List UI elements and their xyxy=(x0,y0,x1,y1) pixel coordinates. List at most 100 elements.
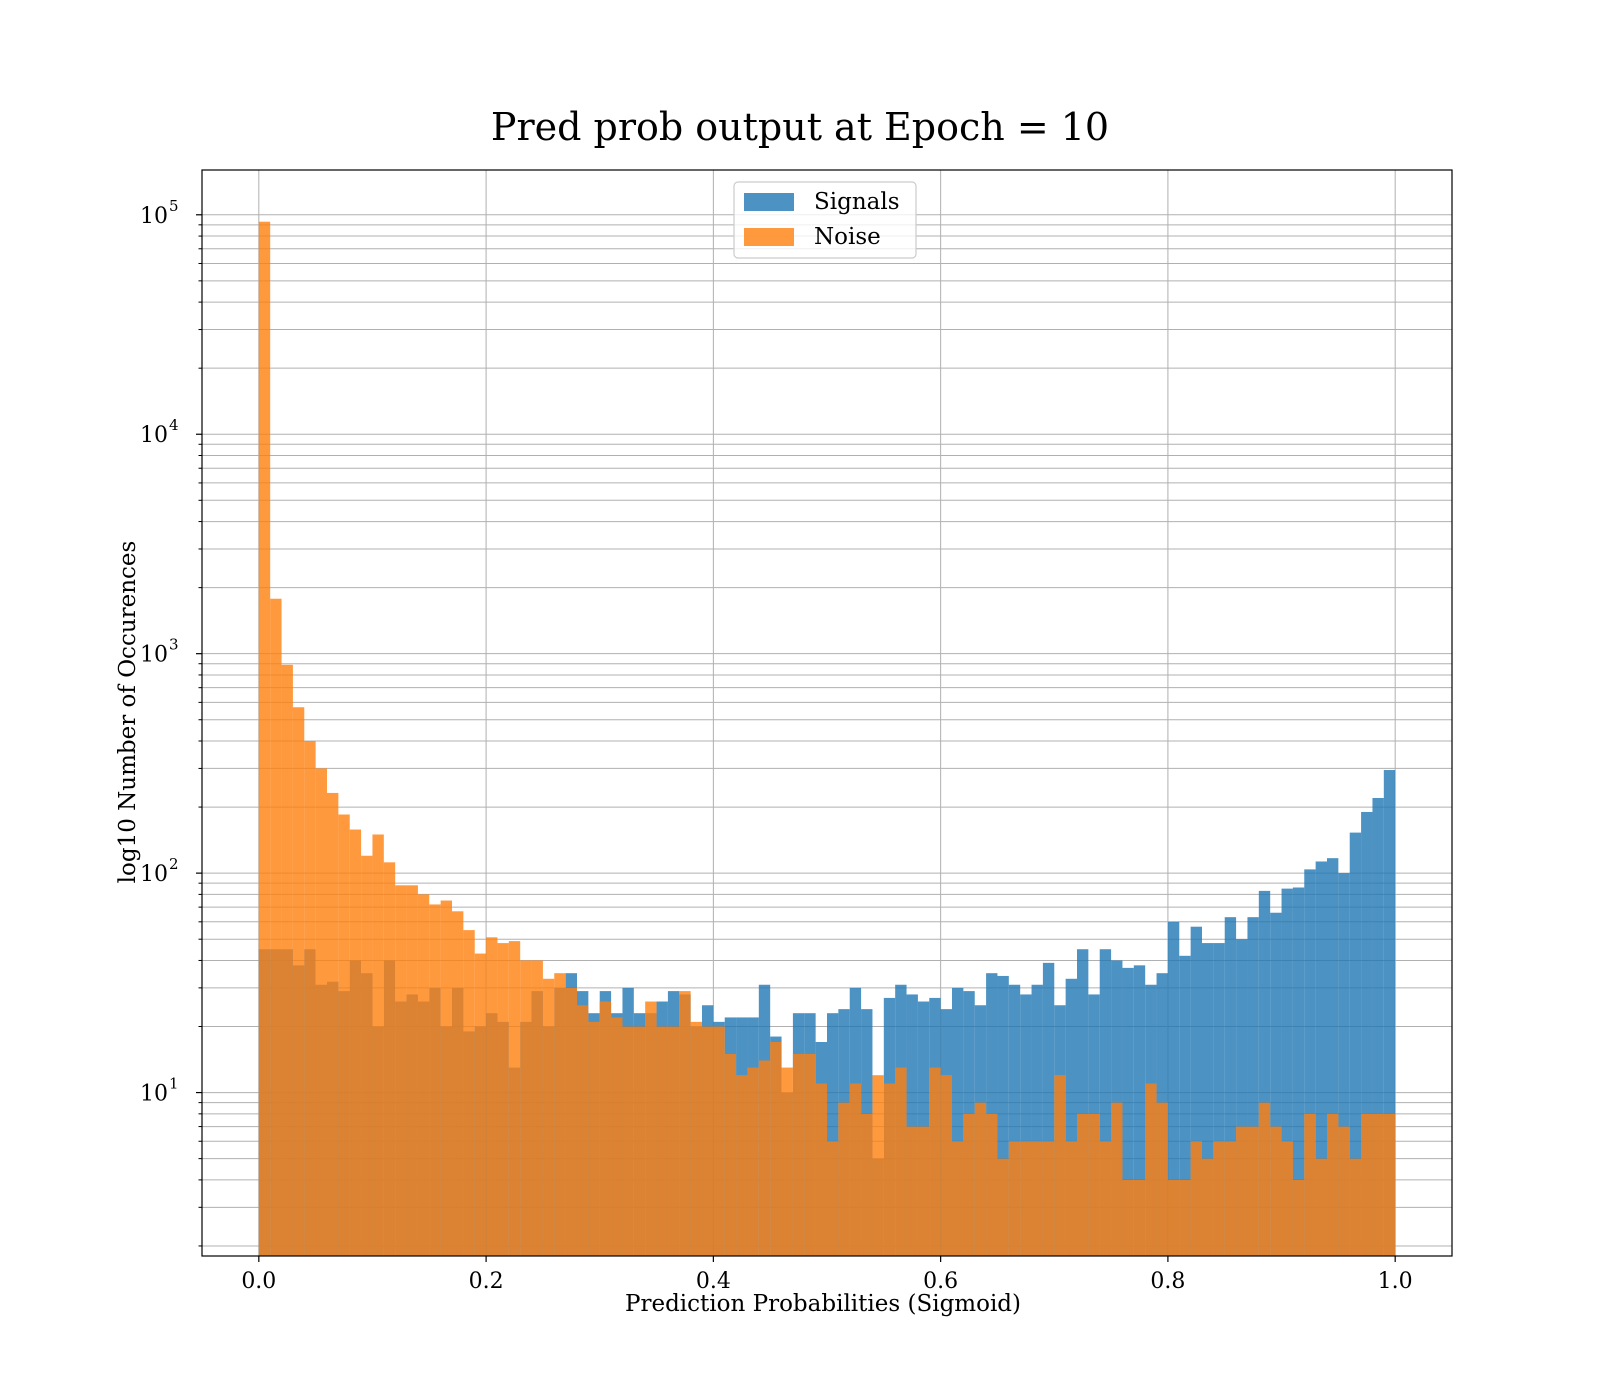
bar-noise xyxy=(1281,1141,1293,1256)
legend-label-signals: Signals xyxy=(814,189,900,215)
y-tick-exponent: 1 xyxy=(169,1075,179,1093)
bar-noise xyxy=(1122,1179,1134,1256)
bar-noise xyxy=(1247,1126,1259,1256)
bar-signals xyxy=(1008,984,1021,1256)
y-tick-exponent: 5 xyxy=(169,197,179,215)
bar-signals xyxy=(1247,917,1259,1256)
bar-noise xyxy=(554,973,566,1256)
bar-noise xyxy=(361,855,373,1256)
bar-noise xyxy=(1383,1113,1396,1256)
bar-noise xyxy=(827,1141,839,1256)
bar-noise xyxy=(1088,1113,1100,1256)
legend-label-noise: Noise xyxy=(814,224,881,250)
bar-signals xyxy=(827,1013,839,1256)
bar-signals xyxy=(952,987,964,1256)
bar-signals xyxy=(1338,873,1350,1256)
legend-swatch-signals xyxy=(744,193,794,211)
bar-noise xyxy=(815,1083,827,1256)
bar-noise xyxy=(1315,1158,1327,1256)
bar-signals xyxy=(1327,858,1339,1256)
y-tick-label: 10 xyxy=(140,643,168,668)
bar-signals xyxy=(1202,943,1214,1256)
bar-noise xyxy=(520,960,532,1256)
bar-noise xyxy=(383,862,396,1256)
bar-noise xyxy=(804,1053,816,1256)
bar-noise xyxy=(781,1067,793,1256)
plot-frame xyxy=(201,169,1453,1257)
bar-noise xyxy=(1077,1113,1089,1256)
bar-noise xyxy=(952,1141,964,1256)
bar-noise xyxy=(372,834,384,1256)
bar-noise xyxy=(429,904,441,1256)
y-tick-exponent: 2 xyxy=(169,855,179,873)
bar-signals xyxy=(1042,962,1055,1256)
bar-signals xyxy=(1292,887,1305,1256)
bar-noise xyxy=(1054,1075,1066,1256)
bar-noise xyxy=(940,1075,952,1256)
bar-signals xyxy=(1133,965,1146,1256)
bar-noise xyxy=(1292,1179,1305,1256)
bar-noise xyxy=(611,1017,623,1256)
bar-signals xyxy=(1315,861,1327,1256)
x-tick-label: 0.2 xyxy=(469,1269,504,1294)
bar-noise xyxy=(349,829,362,1256)
bar-noise xyxy=(542,978,555,1256)
bar-noise xyxy=(770,1042,782,1256)
bar-signals xyxy=(1258,890,1271,1256)
bar-noise xyxy=(849,1083,862,1256)
bar-noise xyxy=(667,1026,680,1256)
bar-noise xyxy=(713,1026,725,1256)
bar-signals xyxy=(1361,811,1373,1256)
bar-signals xyxy=(1372,797,1384,1256)
bar-noise xyxy=(463,930,475,1256)
bar-noise xyxy=(974,1102,987,1256)
bar-signals xyxy=(1190,926,1202,1256)
bar-noise xyxy=(758,1060,771,1256)
bar-noise xyxy=(872,1075,884,1256)
y-tick-label: 10 xyxy=(140,204,168,229)
bar-noise xyxy=(1031,1141,1043,1256)
bar-noise xyxy=(577,1005,589,1256)
x-tick-label: 0.4 xyxy=(696,1269,731,1294)
bar-noise xyxy=(792,1053,805,1256)
bar-signals xyxy=(1077,949,1089,1256)
bar-noise xyxy=(417,894,430,1256)
bar-noise xyxy=(406,885,418,1256)
bar-noise xyxy=(838,1102,850,1256)
bar-noise xyxy=(702,1026,714,1256)
bar-noise xyxy=(1372,1113,1384,1256)
bar-noise xyxy=(645,1001,657,1256)
bar-noise xyxy=(1145,1083,1157,1256)
bar-noise xyxy=(656,1026,668,1256)
bar-signals xyxy=(1281,888,1293,1256)
bar-noise xyxy=(474,953,487,1256)
bars-layer xyxy=(258,221,1396,1257)
bar-noise xyxy=(1099,1141,1112,1256)
bar-noise xyxy=(599,1001,612,1256)
x-axis-ticks: 0.0 0.2 0.4 0.6 0.8 1.0 xyxy=(241,1256,1413,1294)
bar-noise xyxy=(497,943,509,1256)
bar-signals xyxy=(1099,949,1112,1256)
bar-noise xyxy=(1190,1141,1202,1256)
bar-noise xyxy=(531,960,543,1256)
bar-noise xyxy=(440,900,452,1256)
bar-noise xyxy=(1042,1141,1055,1256)
bar-noise xyxy=(997,1158,1009,1256)
bar-signals xyxy=(1349,832,1362,1256)
legend-swatch-noise xyxy=(744,228,794,246)
bar-noise xyxy=(883,1083,896,1256)
bar-noise xyxy=(281,664,293,1256)
bar-signals xyxy=(1020,994,1032,1256)
bar-noise xyxy=(395,885,407,1256)
bar-noise xyxy=(1133,1179,1146,1256)
bar-noise xyxy=(1202,1158,1214,1256)
bar-noise xyxy=(338,814,350,1256)
bar-noise xyxy=(1213,1141,1225,1256)
bar-signals xyxy=(906,994,918,1256)
bar-noise xyxy=(1236,1126,1248,1256)
x-tick-label: 0.6 xyxy=(923,1269,958,1294)
bar-noise xyxy=(258,221,271,1257)
bar-noise xyxy=(1020,1141,1032,1256)
bar-noise xyxy=(747,1067,759,1256)
y-tick-label: 10 xyxy=(140,423,168,448)
